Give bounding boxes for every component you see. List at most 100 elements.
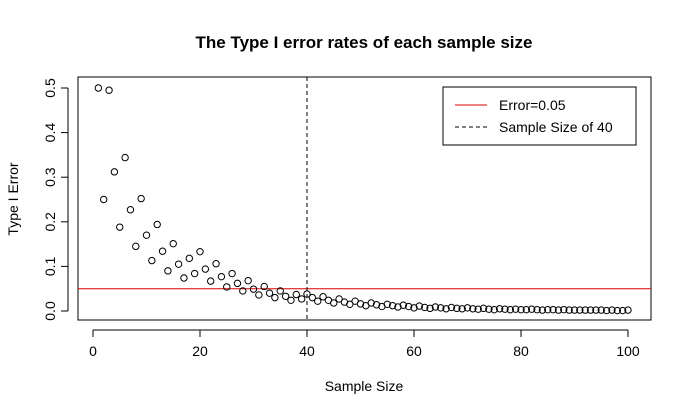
data-point (618, 306, 627, 315)
data-point (105, 86, 113, 94)
data-point (549, 305, 557, 314)
data-point (271, 293, 279, 302)
data-point (431, 303, 440, 311)
data-point (287, 296, 295, 304)
data-point (538, 306, 547, 314)
data-point (297, 295, 306, 303)
data-point (613, 306, 621, 315)
data-point (560, 305, 568, 314)
data-point (383, 300, 391, 309)
data-point (142, 231, 151, 239)
data-point (217, 272, 226, 281)
data-point (201, 265, 210, 273)
data-point (410, 304, 418, 312)
data-point (265, 289, 274, 297)
x-tick-label: 0 (89, 343, 97, 359)
x-tick-label: 60 (406, 343, 422, 359)
data-point (511, 305, 520, 313)
data-point (330, 299, 338, 307)
data-point (474, 305, 482, 313)
data-point (292, 290, 300, 299)
data-point (463, 304, 472, 312)
y-axis: 0.0 0.1 0.2 0.3 0.4 0.5 (42, 78, 69, 321)
data-points (94, 84, 632, 315)
data-point (367, 299, 375, 307)
data-point (94, 84, 103, 92)
data-point (495, 305, 504, 313)
legend: Error=0.05 Sample Size of 40 (442, 86, 637, 146)
data-point (356, 300, 365, 308)
data-point (116, 223, 124, 231)
data-point (404, 302, 413, 311)
data-point (597, 306, 605, 314)
data-point (415, 302, 424, 310)
x-axis-label: Sample Size (325, 378, 404, 394)
data-point (239, 287, 247, 295)
data-point (169, 239, 177, 248)
data-point (576, 306, 584, 314)
legend-label-sample-size: Sample Size of 40 (499, 119, 613, 135)
legend-label-error: Error=0.05 (499, 97, 566, 113)
data-point (586, 306, 595, 314)
data-point (485, 305, 493, 313)
data-point (437, 304, 445, 312)
data-point (458, 305, 466, 313)
data-point (602, 306, 611, 315)
data-point (394, 303, 402, 311)
data-point (228, 269, 236, 278)
data-point (180, 274, 188, 282)
data-point (100, 195, 108, 204)
data-point (308, 293, 317, 302)
data-point (158, 247, 167, 255)
data-point (319, 293, 327, 301)
data-point (255, 291, 263, 299)
data-point (190, 269, 199, 278)
data-point (399, 301, 407, 309)
x-axis: 0 20 40 60 80 100 (89, 329, 640, 359)
x-tick-label: 20 (192, 343, 208, 359)
data-point (303, 290, 311, 298)
data-point (565, 306, 573, 314)
data-point (276, 287, 284, 295)
chart-title: The Type I error rates of each sample si… (196, 33, 533, 52)
data-point (244, 276, 252, 285)
y-tick-label: 0.2 (42, 212, 58, 232)
data-point (260, 282, 268, 291)
data-point (372, 301, 381, 309)
data-point (592, 306, 600, 314)
data-point (110, 168, 119, 176)
data-point (426, 304, 434, 313)
data-point (388, 301, 397, 310)
data-point (544, 305, 552, 314)
data-point (249, 285, 258, 293)
y-tick-label: 0.4 (42, 123, 58, 143)
data-point (153, 220, 161, 229)
data-point (335, 295, 343, 303)
data-point (608, 306, 616, 314)
data-point (522, 305, 531, 314)
data-point (533, 305, 541, 314)
data-point (581, 306, 589, 314)
data-point (148, 256, 156, 265)
data-point (517, 305, 525, 314)
data-point (132, 242, 140, 251)
data-point (196, 247, 204, 256)
data-point (233, 279, 242, 288)
data-point (570, 306, 579, 314)
y-tick-label: 0.5 (42, 78, 58, 98)
data-point (174, 260, 183, 268)
data-point (207, 277, 215, 285)
x-tick-label: 80 (513, 343, 529, 359)
data-point (137, 194, 145, 203)
data-point (479, 304, 488, 313)
data-point (501, 305, 509, 313)
y-axis-label: Type I Error (5, 162, 21, 235)
x-tick-label: 40 (299, 343, 315, 359)
y-tick-label: 0.0 (42, 301, 58, 321)
reference-lines (78, 77, 651, 320)
x-tick-label: 100 (616, 343, 640, 359)
data-point (164, 267, 172, 275)
data-point (421, 303, 429, 312)
data-point (126, 206, 135, 214)
